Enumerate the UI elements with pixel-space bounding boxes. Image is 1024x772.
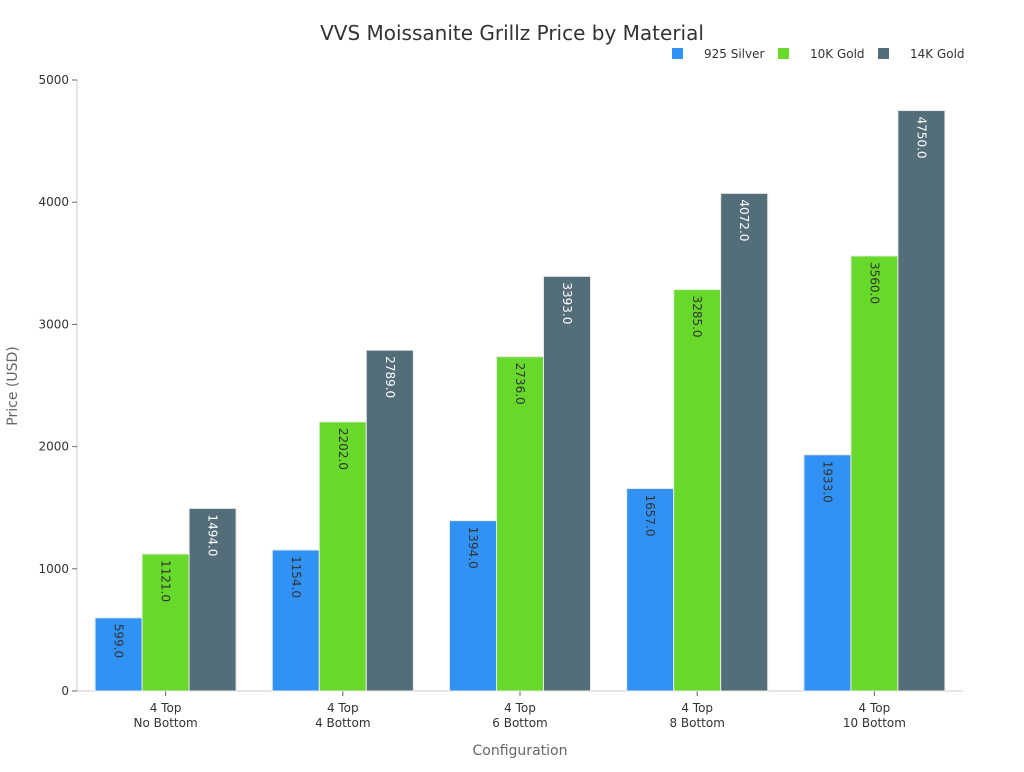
bar <box>897 110 946 692</box>
data-label: 3393.0 <box>560 282 574 324</box>
data-label: 1494.0 <box>206 514 220 556</box>
data-label: 3560.0 <box>867 262 881 304</box>
data-label: 4750.0 <box>914 117 928 159</box>
data-label: 2202.0 <box>336 428 350 470</box>
legend-swatch <box>778 48 789 59</box>
x-tick-label: 4 Top <box>327 701 359 715</box>
data-label: 4072.0 <box>737 199 751 241</box>
bar <box>318 421 367 692</box>
x-tick-label: 4 Top <box>150 701 182 715</box>
bar <box>543 275 591 692</box>
x-tick-label: 4 Top <box>681 701 713 715</box>
y-tick-label: 1000 <box>38 562 69 576</box>
y-tick-label: 5000 <box>38 73 69 87</box>
data-label: 1933.0 <box>820 461 834 503</box>
x-tick-label: 4 Bottom <box>315 716 370 730</box>
bar <box>803 454 852 692</box>
data-label: 2736.0 <box>513 363 527 405</box>
x-tick-label: 6 Bottom <box>492 716 547 730</box>
x-tick-label: 4 Top <box>504 701 536 715</box>
bar <box>720 192 769 692</box>
x-tick-label: 4 Top <box>859 701 891 715</box>
bar <box>449 520 497 692</box>
y-axis-label: Price (USD) <box>5 346 21 425</box>
bar <box>850 255 899 692</box>
bar <box>673 289 722 692</box>
bar <box>188 507 237 692</box>
bar <box>496 356 544 692</box>
x-axis-label: Configuration <box>473 743 568 759</box>
legend: 925 Silver 10K Gold 14K Gold <box>672 47 965 61</box>
bar <box>626 488 675 692</box>
y-tick-label: 3000 <box>38 317 69 331</box>
legend-label: 10K Gold <box>810 47 865 61</box>
bars: 599.0 1121.0 1494.0 1154.0 2202.0 2789.0 1394.… <box>94 110 946 692</box>
legend-label: 14K Gold <box>910 47 965 61</box>
bar <box>271 549 320 692</box>
x-tick-label: No Bottom <box>134 716 198 730</box>
data-label: 599.0 <box>112 624 126 658</box>
bar <box>94 617 143 692</box>
legend-label: 925 Silver <box>704 47 764 61</box>
y-tick-label: 4000 <box>38 195 69 209</box>
bar <box>365 349 414 692</box>
data-label: 1394.0 <box>466 527 480 569</box>
chart-title: VVS Moissanite Grillz Price by Material <box>320 21 704 45</box>
data-label: 3285.0 <box>690 296 704 338</box>
bar <box>141 553 190 692</box>
data-label: 1154.0 <box>289 556 303 598</box>
x-tick-label: 8 Bottom <box>669 716 724 730</box>
data-label: 1657.0 <box>643 495 657 537</box>
legend-swatch <box>878 48 889 59</box>
y-tick-label: 2000 <box>38 440 69 454</box>
legend-swatch <box>672 48 683 59</box>
data-label: 1121.0 <box>159 560 173 602</box>
data-label: 2789.0 <box>383 356 397 398</box>
x-tick-label: 10 Bottom <box>843 716 906 730</box>
y-tick-label: 0 <box>61 684 69 698</box>
